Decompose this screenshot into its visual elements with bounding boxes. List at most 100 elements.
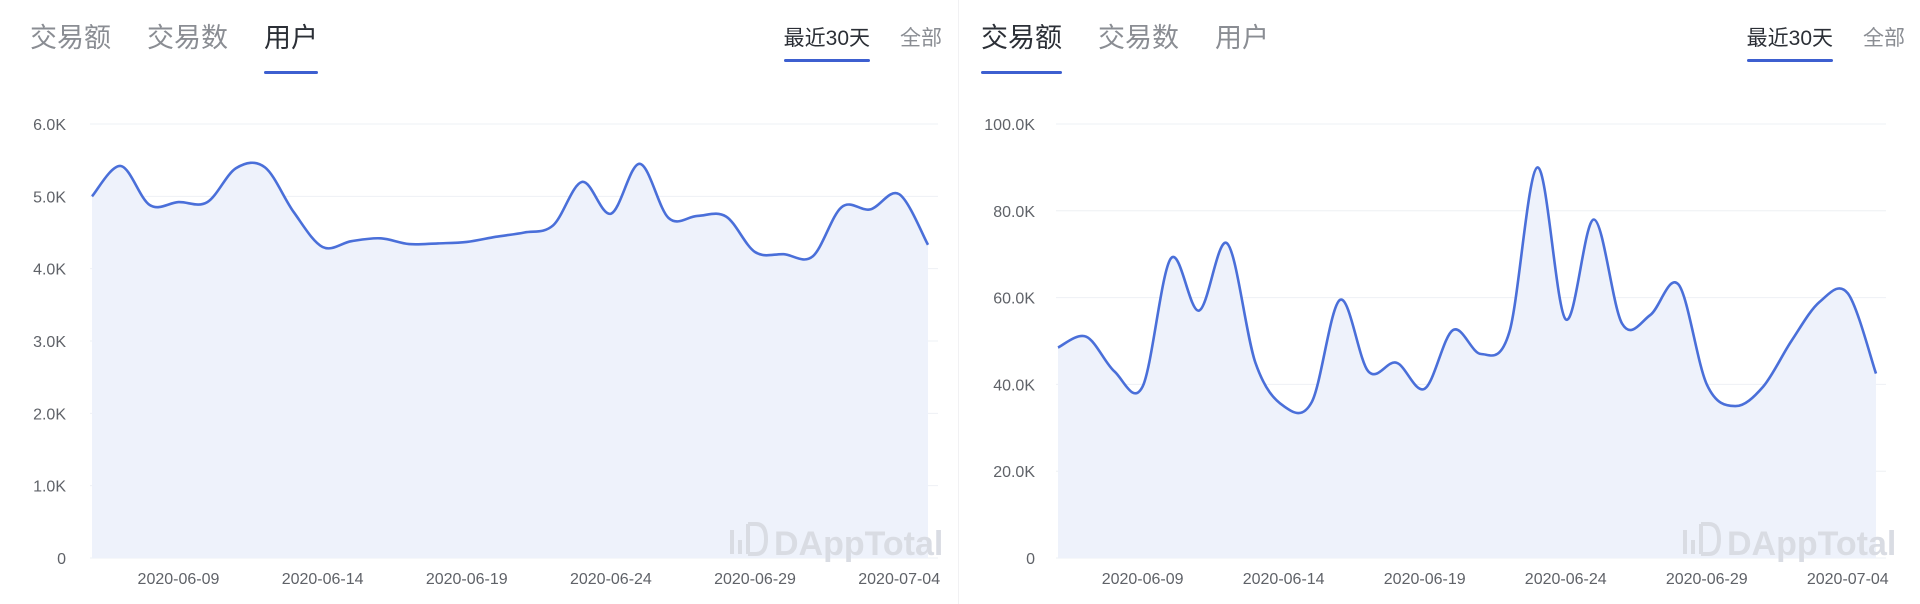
data-point-2020-06-20[interactable] [494, 235, 498, 239]
y-tick-label: 5.0K [33, 189, 66, 206]
data-point-2020-06-15[interactable] [1310, 400, 1314, 404]
tab-volume[interactable]: 交易额 [30, 23, 111, 53]
data-point-2020-06-08[interactable] [1112, 369, 1116, 373]
dapptotal-watermark: DAppTotal [730, 522, 943, 563]
dapptotal-logo-icon [1683, 522, 1722, 556]
data-point-2020-06-30[interactable] [782, 252, 786, 256]
y-tick-label: 60.0K [993, 291, 1035, 308]
data-point-2020-06-24[interactable] [1564, 317, 1568, 321]
data-point-2020-06-29[interactable] [1705, 382, 1709, 386]
data-point-2020-06-13[interactable] [292, 210, 296, 214]
data-point-2020-06-18[interactable] [436, 241, 440, 245]
users-area-chart: 0 1.0K 2.0K 3.0K 4.0K 5.0K 6.0K DAppTotal 2020-0… [33, 117, 943, 588]
series-line [90, 161, 930, 261]
data-point-2020-06-24[interactable] [609, 212, 613, 216]
data-point-2020-06-17[interactable] [407, 242, 411, 246]
x-tick-label: 2020-06-09 [1102, 571, 1184, 588]
range-last-30-days[interactable]: 最近30天 [1746, 22, 1834, 62]
data-point-2020-06-22[interactable] [1507, 330, 1511, 334]
data-point-2020-06-12[interactable] [263, 165, 267, 169]
tab-volume[interactable]: 交易额 [981, 18, 1062, 74]
data-point-2020-06-20[interactable] [1451, 328, 1455, 332]
data-point-2020-06-08[interactable] [148, 203, 152, 207]
range-last-30-days[interactable]: 最近30天 [783, 22, 871, 62]
data-point-2020-06-27[interactable] [1648, 313, 1652, 317]
data-point-2020-06-28[interactable] [1677, 283, 1681, 287]
range-tabs: 最近30天 全部 [1717, 22, 1905, 62]
y-tick-label: 0 [1026, 551, 1035, 568]
x-tick-label: 2020-06-24 [1525, 571, 1607, 588]
series-line [1057, 166, 1878, 415]
chart-panel-users: 交易额 交易数 用户 最近30天 全部 0 1.0K 2.0K 3.0K 4.0K 5.0… [0, 0, 958, 604]
data-point-2020-06-09[interactable] [176, 200, 180, 204]
data-point-2020-06-21[interactable] [1479, 352, 1483, 356]
data-point-2020-06-13[interactable] [1253, 361, 1257, 365]
data-point-2020-06-07[interactable] [1084, 335, 1088, 339]
x-tick-label: 2020-07-04 [1807, 571, 1889, 588]
data-point-2020-06-30[interactable] [1733, 404, 1737, 408]
data-point-2020-06-06[interactable] [90, 194, 94, 198]
tab-transactions[interactable]: 交易数 [1098, 23, 1179, 53]
data-point-2020-06-25[interactable] [638, 162, 642, 166]
data-point-2020-06-10[interactable] [1169, 257, 1173, 261]
metric-tabs: 交易额 交易数 用户 [981, 18, 1305, 74]
x-tick-label: 2020-07-04 [858, 571, 940, 588]
data-point-2020-07-04[interactable] [1846, 291, 1850, 295]
data-point-2020-06-26[interactable] [667, 216, 671, 220]
x-tick-label: 2020-06-14 [282, 571, 364, 588]
x-tick-label: 2020-06-29 [714, 571, 796, 588]
y-tick-label: 4.0K [33, 262, 66, 279]
data-point-2020-07-01[interactable] [811, 254, 815, 258]
data-point-2020-06-14[interactable] [1282, 404, 1286, 408]
data-point-2020-07-03[interactable] [868, 207, 872, 211]
data-point-2020-06-10[interactable] [205, 200, 209, 204]
series-area [92, 162, 928, 558]
data-point-2020-06-06[interactable] [1056, 346, 1060, 350]
data-point-2020-06-14[interactable] [321, 245, 325, 249]
data-point-2020-06-11[interactable] [234, 166, 238, 170]
data-point-2020-06-28[interactable] [724, 215, 728, 219]
x-tick-label: 2020-06-19 [1384, 571, 1466, 588]
watermark-text: DAppTotal [1727, 525, 1896, 563]
data-point-2020-06-26[interactable] [1620, 322, 1624, 326]
data-point-2020-06-27[interactable] [695, 214, 699, 218]
data-point-2020-07-03[interactable] [1818, 300, 1822, 304]
y-tick-label: 100.0K [984, 117, 1035, 134]
y-tick-label: 2.0K [33, 406, 66, 423]
data-point-2020-07-05[interactable] [926, 243, 930, 247]
x-tick-label: 2020-06-14 [1243, 571, 1325, 588]
data-point-2020-06-16[interactable] [1338, 298, 1342, 302]
data-point-2020-07-01[interactable] [1761, 385, 1765, 389]
y-tick-label: 0 [57, 551, 66, 568]
data-point-2020-06-17[interactable] [1366, 369, 1370, 373]
data-point-2020-06-19[interactable] [465, 240, 469, 244]
data-point-2020-06-15[interactable] [349, 239, 353, 243]
data-point-2020-06-22[interactable] [551, 223, 555, 227]
range-all[interactable]: 全部 [900, 27, 942, 50]
range-tabs: 最近30天 全部 [754, 22, 942, 62]
chart-panel-volume: 交易额 交易数 用户 最近30天 全部 0 20.0K 40.0K 60.0K 80.0… [958, 0, 1920, 604]
data-point-2020-06-16[interactable] [378, 236, 382, 240]
data-point-2020-06-18[interactable] [1394, 361, 1398, 365]
data-point-2020-06-19[interactable] [1423, 387, 1427, 391]
x-tick-label: 2020-06-19 [426, 571, 508, 588]
x-tick-label: 2020-06-24 [570, 571, 652, 588]
tab-users[interactable]: 用户 [264, 18, 318, 74]
data-point-2020-07-02[interactable] [840, 205, 844, 209]
data-point-2020-06-23[interactable] [1536, 165, 1540, 169]
data-point-2020-06-09[interactable] [1141, 385, 1145, 389]
data-point-2020-06-23[interactable] [580, 180, 584, 184]
data-point-2020-06-11[interactable] [1197, 309, 1201, 313]
data-point-2020-07-02[interactable] [1789, 339, 1793, 343]
data-point-2020-06-12[interactable] [1225, 241, 1229, 245]
data-point-2020-07-04[interactable] [897, 192, 901, 196]
tab-transactions[interactable]: 交易数 [147, 23, 228, 53]
tab-users[interactable]: 用户 [1215, 23, 1269, 53]
range-all[interactable]: 全部 [1863, 27, 1905, 50]
data-point-2020-06-21[interactable] [522, 231, 526, 235]
data-point-2020-06-07[interactable] [119, 164, 123, 168]
data-point-2020-06-29[interactable] [753, 250, 757, 254]
data-point-2020-07-05[interactable] [1874, 372, 1878, 376]
metric-tabs: 交易额 交易数 用户 [30, 18, 354, 74]
data-point-2020-06-25[interactable] [1592, 217, 1596, 221]
